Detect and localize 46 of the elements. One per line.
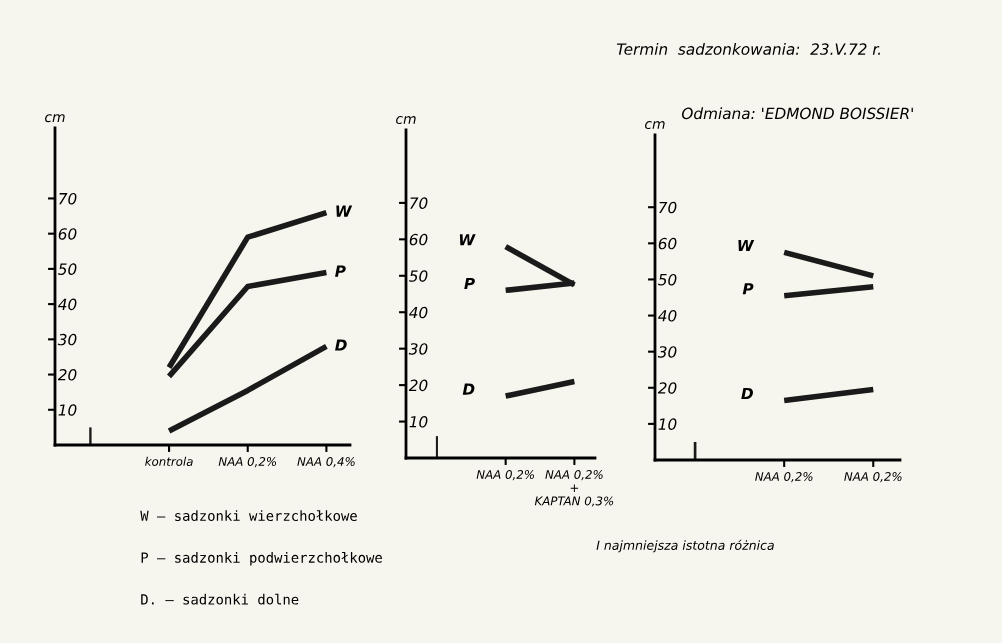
y-tick-label: 20 — [657, 382, 677, 394]
y-tick-label: 30 — [57, 333, 77, 346]
y-tick-label: 60 — [58, 228, 77, 240]
y-tick-label: 10 — [58, 404, 77, 416]
text: P — [742, 283, 754, 295]
x-tick-label: NAA 0,2% — [844, 472, 902, 483]
series-label: P — [335, 265, 346, 277]
text: P — sadzonki podwierzchołkowe — [141, 552, 382, 566]
x-tick-label: NAA 0,2% — [476, 470, 534, 481]
y-axis-title: cm — [396, 116, 416, 125]
series-label: W — [459, 234, 476, 246]
y-tick-label: 10 — [658, 418, 677, 430]
x-tick-label: NAA 0,2% — [218, 457, 277, 468]
y-tick-label: 50 — [58, 263, 77, 275]
y-tick-label: 70 — [59, 192, 77, 205]
y-tick-label: 30 — [408, 343, 428, 355]
x-tick-label: NAA 0,4% — [297, 457, 355, 468]
y-tick-label: 40 — [658, 310, 677, 322]
y-tick-label: 40 — [58, 298, 77, 311]
y-tick-label: 20 — [57, 369, 77, 381]
text: W — sadzonki wierzchołkowe — [140, 510, 357, 522]
y-axis-title: cm — [45, 114, 65, 123]
y-tick-label: 60 — [409, 233, 428, 246]
text: D. — sadzonki dolne — [141, 593, 299, 605]
y-tick-label: 70 — [659, 201, 677, 214]
y-tick-label: 40 — [409, 306, 428, 319]
y-tick-label: 50 — [658, 273, 677, 286]
series-label: D — [335, 339, 347, 351]
y-tick-label: 70 — [410, 197, 428, 209]
text: D — [462, 383, 475, 395]
text: D — [741, 387, 753, 400]
y-axis-title: cm — [645, 121, 665, 130]
text: Odmiana: 'EDMOND BOISSIER' — [681, 107, 913, 120]
y-tick-label: 50 — [409, 270, 428, 282]
y-tick-label: 10 — [409, 416, 428, 428]
x-tick-label: NAA 0,2% — [755, 472, 813, 483]
series-label: W — [336, 205, 353, 217]
series-label: W — [738, 239, 755, 252]
x-tick-label: kontrola — [145, 456, 193, 466]
y-tick-label: 30 — [657, 346, 677, 358]
y-tick-label: 60 — [658, 237, 677, 250]
text: P — [464, 277, 475, 290]
x-tick-label: NAA 0,2% + KAPTAN 0,3% — [534, 470, 614, 507]
text: I najmniejsza istotna różnica — [596, 539, 774, 553]
y-tick-label: 20 — [408, 379, 428, 392]
text: Termin sadzonkowania: 23.V.72 r. — [616, 43, 880, 55]
